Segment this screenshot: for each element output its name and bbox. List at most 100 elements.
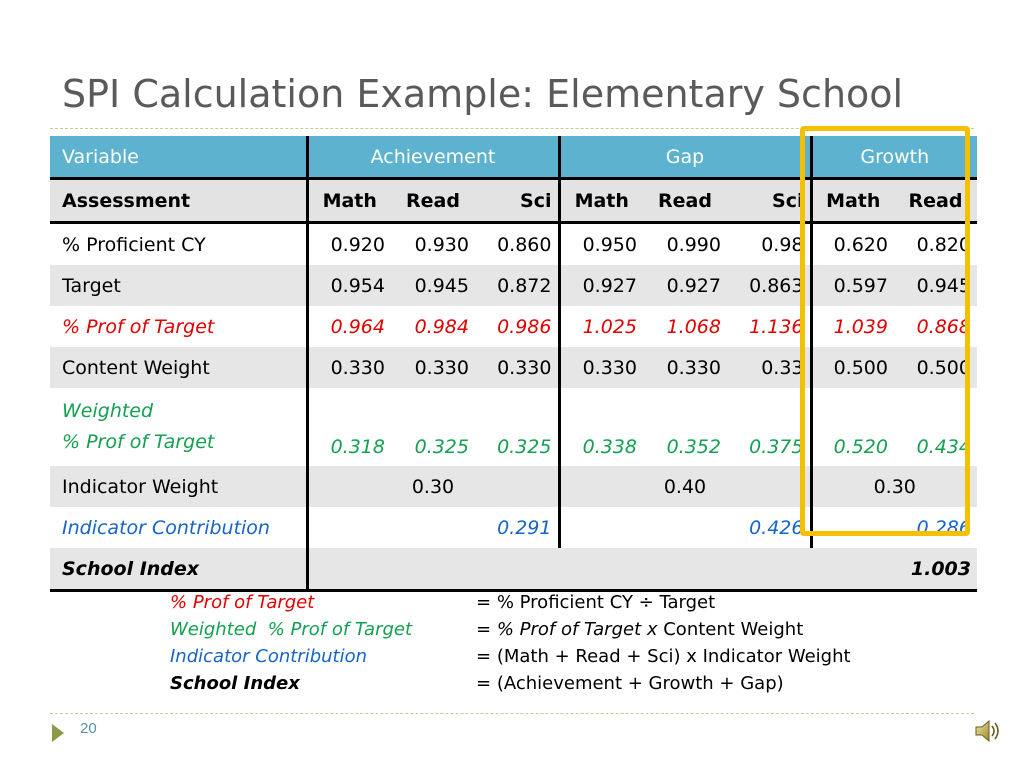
cell: 0.927 xyxy=(559,265,643,306)
legend-term: Indicator Contribution xyxy=(170,646,368,667)
legend-definition: = (Math + Read + Sci) x Indicator Weight xyxy=(476,643,851,670)
cell-school-index: 1.003 xyxy=(307,548,977,592)
row-label: School Index xyxy=(50,548,309,592)
cell: 0.330 xyxy=(307,347,391,388)
row-label: Content Weight xyxy=(50,347,309,388)
cell: 0.500 xyxy=(811,347,894,388)
legend-definition: = % Prof of Target x Content Weight xyxy=(476,616,803,643)
cell: 0.98 xyxy=(727,222,813,265)
cell: 0.964 xyxy=(330,315,385,338)
legend-def-text: (Math + Read + Sci) x Indicator Weight xyxy=(496,646,851,667)
row-target: Target 0.954 0.945 0.872 0.927 0.927 0.8… xyxy=(50,265,977,306)
cell: 0.330 xyxy=(559,347,643,388)
page-number: 20 xyxy=(80,720,97,737)
legend-def-prefix: = xyxy=(476,619,497,640)
row-label-line1: Weighted xyxy=(62,400,154,422)
cell: 0.930 xyxy=(414,233,469,256)
row-label: % Proficient CY xyxy=(50,222,309,265)
row-weighted: Weighted % Prof of Target 0.318 0.325 0.… xyxy=(50,388,977,466)
cell: 0.330 xyxy=(391,347,475,388)
legend-def-prefix: = xyxy=(476,646,497,667)
row-label: % Prof of Target xyxy=(50,306,309,347)
cell: 0.325 xyxy=(414,436,469,458)
legend-def-prefix: = xyxy=(476,673,497,694)
cell: 0.950 xyxy=(582,233,637,256)
subheader-cell: Read xyxy=(643,178,727,224)
row-school-index: School Index 1.003 xyxy=(50,548,977,592)
subheader-cell: Sci xyxy=(727,178,813,224)
cell: 0.868 xyxy=(916,315,971,338)
header-growth: Growth xyxy=(811,136,977,180)
cell: 0.990 xyxy=(666,233,721,256)
cell: 0.520 xyxy=(833,436,888,458)
header-achievement: Achievement xyxy=(307,136,561,180)
row-label: Target xyxy=(50,265,309,306)
cell: 0.620 xyxy=(833,233,888,256)
cell: 0.338 xyxy=(582,436,637,458)
spi-table: Variable Achievement Gap Growth Assessme… xyxy=(50,136,977,592)
legend-term: School Index xyxy=(170,673,300,694)
header-variable: Variable xyxy=(50,136,309,180)
subheader-assessment: Assessment xyxy=(50,178,309,224)
legend-def-text: (Achievement + Growth + Gap) xyxy=(496,673,784,694)
subheader-cell: Math xyxy=(307,178,391,224)
cell: 0.325 xyxy=(475,388,561,466)
legend-definition: = % Proficient CY ÷ Target xyxy=(476,589,715,616)
cell: 0.986 xyxy=(475,306,561,347)
cell-gap-weight: 0.40 xyxy=(559,466,813,507)
cell: 0.920 xyxy=(330,233,385,256)
cell: 0.330 xyxy=(643,347,727,388)
legend-row: School Index = (Achievement + Growth + G… xyxy=(170,670,930,697)
cell: 1.025 xyxy=(582,315,637,338)
row-indicator-weight: Indicator Weight 0.30 0.40 0.30 xyxy=(50,466,977,507)
legend-def-text: Content Weight xyxy=(657,619,804,640)
legend-def-italic: % Prof of Target x xyxy=(496,619,658,640)
cell-gap-contribution: 0.426 xyxy=(559,507,813,548)
cell: 0.860 xyxy=(475,222,561,265)
speaker-icon[interactable] xyxy=(972,716,1002,746)
cell: 0.33 xyxy=(727,347,813,388)
row-label: Indicator Weight xyxy=(50,466,309,507)
row-label: Weighted % Prof of Target xyxy=(50,388,309,466)
cell: 0.984 xyxy=(414,315,469,338)
cell: 1.039 xyxy=(833,315,888,338)
subheader-row: Assessment Math Read Sci Math Read Sci M… xyxy=(50,178,977,224)
legend-row: Indicator Contribution = (Math + Read + … xyxy=(170,643,930,670)
cell: 0.872 xyxy=(475,265,561,306)
formula-legend: % Prof of Target = % Proficient CY ÷ Tar… xyxy=(170,589,930,697)
cell: 0.597 xyxy=(811,265,894,306)
subheader-cell: Math xyxy=(811,178,894,224)
cell: 0.945 xyxy=(894,265,977,306)
legend-def-prefix: = xyxy=(476,592,497,613)
subheader-cell: Sci xyxy=(475,178,561,224)
cell-achievement-contribution: 0.291 xyxy=(307,507,561,548)
row-proficient: % Proficient CY 0.920 0.930 0.860 0.950 … xyxy=(50,222,977,265)
row-indicator-contribution: Indicator Contribution 0.291 0.426 0.286 xyxy=(50,507,977,548)
header-row: Variable Achievement Gap Growth xyxy=(50,136,977,180)
cell-growth-weight: 0.30 xyxy=(811,466,977,507)
legend-term: % Prof of Target xyxy=(170,592,315,613)
row-label-line2: % Prof of Target xyxy=(62,431,215,453)
cell: 0.863 xyxy=(727,265,813,306)
cell-growth-contribution: 0.286 xyxy=(916,516,971,539)
cell: 1.068 xyxy=(666,315,721,338)
cell-achievement-weight: 0.30 xyxy=(307,466,561,507)
legend-row: Weighted % Prof of Target = % Prof of Ta… xyxy=(170,616,930,643)
slide-title: SPI Calculation Example: Elementary Scho… xyxy=(62,72,904,116)
cell: 0.954 xyxy=(307,265,391,306)
legend-definition: = (Achievement + Growth + Gap) xyxy=(476,670,784,697)
legend-def-text: % Proficient CY ÷ Target xyxy=(496,592,716,613)
cell: 0.318 xyxy=(330,436,385,458)
cell: 0.945 xyxy=(391,265,475,306)
row-label: Indicator Contribution xyxy=(50,507,309,548)
legend-row: % Prof of Target = % Proficient CY ÷ Tar… xyxy=(170,589,930,616)
row-prof-of-target: % Prof of Target 0.964 0.984 0.986 1.025… xyxy=(50,306,977,347)
row-content-weight: Content Weight 0.330 0.330 0.330 0.330 0… xyxy=(50,347,977,388)
cell: 0.927 xyxy=(643,265,727,306)
subheader-cell: Math xyxy=(559,178,643,224)
cell: 0.820 xyxy=(916,233,971,256)
header-gap: Gap xyxy=(559,136,813,180)
triangle-arrow-icon xyxy=(52,724,64,742)
bottom-divider xyxy=(50,713,974,714)
subheader-cell: Read xyxy=(894,178,977,224)
